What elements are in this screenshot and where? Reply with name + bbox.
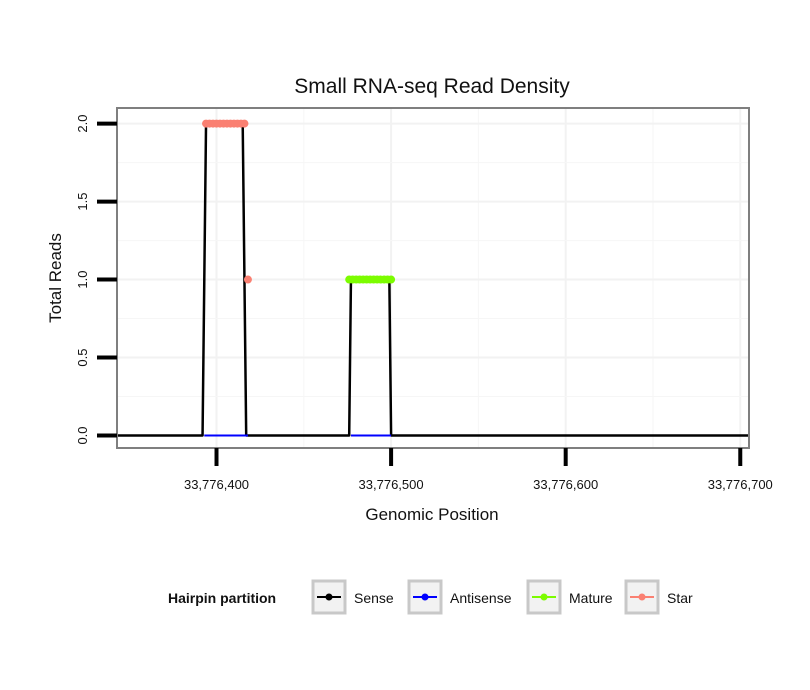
point-star <box>243 275 252 284</box>
chart-title: Small RNA-seq Read Density <box>294 75 570 98</box>
legend-label-antisense: Antisense <box>450 590 512 606</box>
legend: Hairpin partition Sense Antisense Mature St… <box>168 579 693 615</box>
y-tick-label: 0.0 <box>75 426 90 444</box>
y-axis: 0.0 0.5 1.0 1.5 2.0 <box>75 115 117 445</box>
y-tick-label: 0.5 <box>75 349 90 367</box>
legend-key-point <box>638 593 646 601</box>
x-axis: 33,776,400 33,776,500 33,776,600 33,776,700 <box>184 448 773 492</box>
legend-title: Hairpin partition <box>168 590 276 606</box>
y-tick-label: 2.0 <box>75 115 90 133</box>
legend-key-point <box>540 593 548 601</box>
legend-label-mature: Mature <box>569 590 613 606</box>
y-tick-label: 1.5 <box>75 193 90 211</box>
legend-label-sense: Sense <box>354 590 394 606</box>
legend-key-point <box>325 593 333 601</box>
x-tick-label: 33,776,700 <box>708 477 773 492</box>
y-tick-label: 1.0 <box>75 271 90 289</box>
legend-label-star: Star <box>667 590 693 606</box>
x-tick-label: 33,776,600 <box>533 477 598 492</box>
x-tick-label: 33,776,400 <box>184 477 249 492</box>
grid-lines <box>117 108 749 448</box>
point-star <box>240 119 249 128</box>
x-axis-label: Genomic Position <box>365 505 498 524</box>
point-mature <box>387 275 396 284</box>
x-tick-label: 33,776,500 <box>359 477 424 492</box>
legend-key-point <box>421 593 429 601</box>
series-layer <box>117 119 749 437</box>
y-axis-label: Total Reads <box>46 233 65 323</box>
